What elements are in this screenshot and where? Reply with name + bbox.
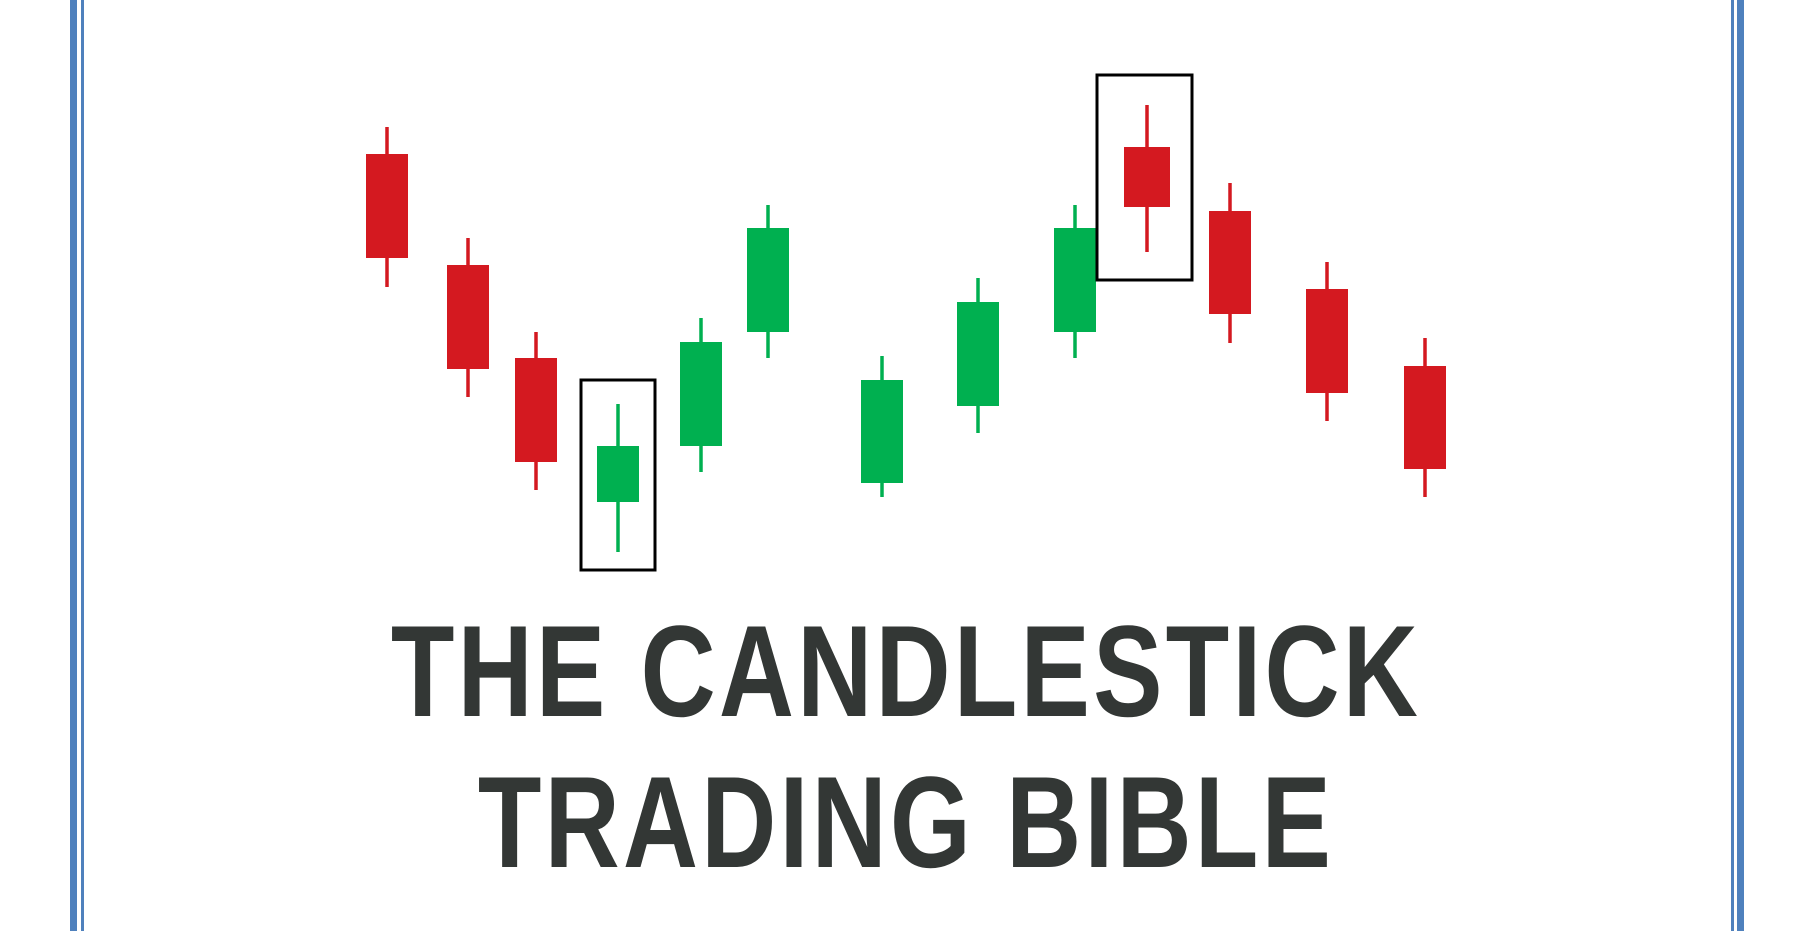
candle-body: [1124, 147, 1170, 207]
candle-body: [366, 154, 408, 258]
candlestick-bullish: [1054, 205, 1096, 358]
candlestick-bearish: [1124, 105, 1170, 252]
cover-title-line-1: THE CANDLESTICK: [390, 598, 1422, 744]
candle-body: [680, 342, 722, 446]
highlight-box: [1095, 73, 1194, 282]
candle-body: [747, 228, 789, 332]
candle-body: [597, 446, 639, 502]
left-frame-inner-line: [81, 0, 84, 931]
candle-body: [1404, 366, 1446, 469]
candlestick-bearish: [366, 127, 408, 287]
candle-body: [1306, 289, 1348, 393]
candle-body: [515, 358, 557, 462]
candlestick-bearish: [1306, 262, 1348, 421]
candlestick-illustration: [366, 73, 1446, 572]
candle-body: [447, 265, 489, 369]
left-frame-outer-line: [70, 0, 77, 931]
candlestick-bearish: [1404, 338, 1446, 497]
candle-body: [957, 302, 999, 406]
candlestick-bullish: [680, 318, 722, 472]
candle-body: [1209, 211, 1251, 314]
candlestick-bullish: [957, 278, 999, 433]
candlestick-bullish: [597, 404, 639, 552]
candlestick-bearish: [515, 332, 557, 490]
candlestick-bearish: [447, 238, 489, 397]
right-frame-outer-line: [1737, 0, 1744, 931]
candle-body: [1054, 228, 1096, 332]
cover-title-line-2: TRADING BIBLE: [477, 749, 1335, 895]
candlestick-bearish: [1209, 183, 1251, 343]
candlestick-bullish: [861, 356, 903, 497]
highlight-box: [579, 378, 657, 572]
candlestick-bullish: [747, 205, 789, 358]
candle-body: [861, 380, 903, 483]
right-frame-inner-line: [1731, 0, 1734, 931]
